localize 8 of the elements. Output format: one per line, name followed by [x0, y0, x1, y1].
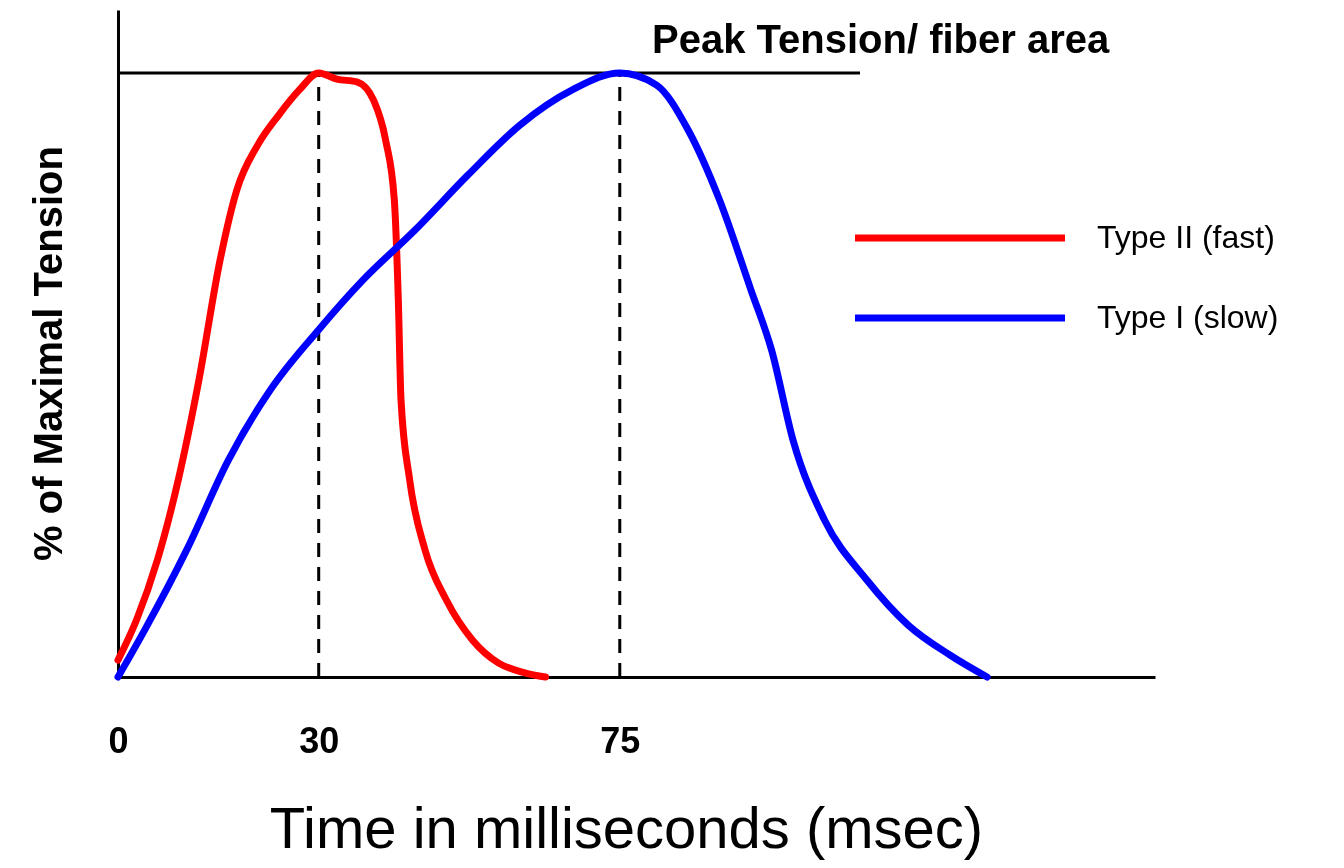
text: Type II (fast): [1097, 219, 1275, 255]
ref-line-label: Peak Tension/ fiber area: [652, 17, 1110, 61]
y-axis-title: % of Maximal Tension: [26, 146, 70, 561]
x-tick-label: 0: [108, 719, 129, 761]
x-tick-label: 30: [299, 719, 340, 761]
x-axis-title: Time in milliseconds (msec): [269, 795, 984, 860]
x-tick-label: 75: [600, 719, 641, 761]
text: Type I (slow): [1097, 299, 1279, 335]
